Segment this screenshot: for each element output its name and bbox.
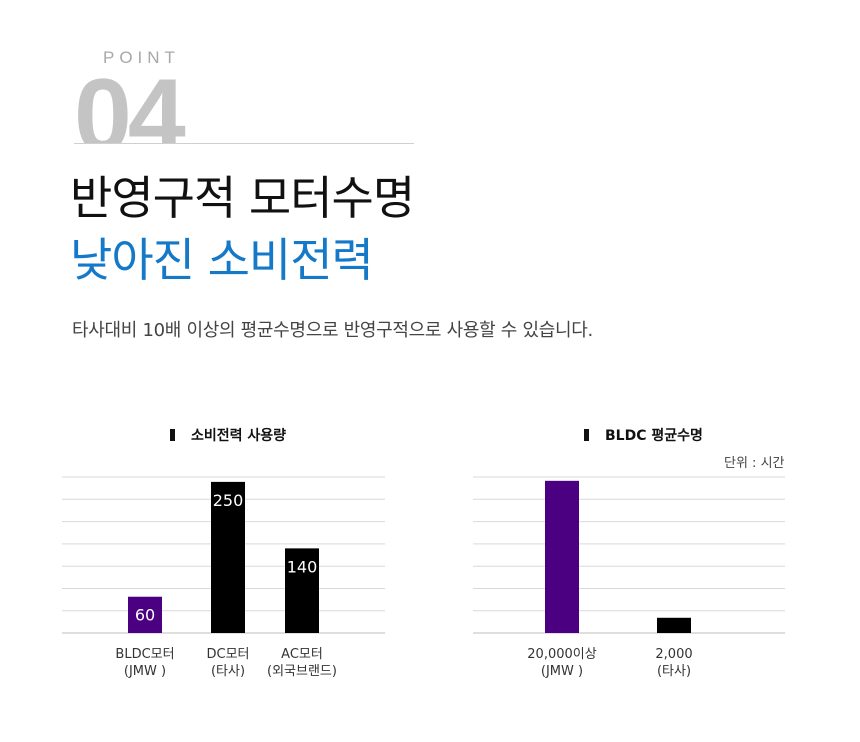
point-label: POINT (103, 48, 180, 67)
chart2-title-text: BLDC 평균수명 (605, 428, 703, 444)
chart2-category-sublabel: (JMW ) (541, 664, 583, 679)
chart2-bar (545, 480, 579, 633)
chart1-bar (211, 481, 245, 633)
chart2-title-marker (584, 429, 589, 441)
chart1-category-label: AC모터 (281, 647, 323, 662)
chart2-bar (657, 617, 691, 633)
chart1-category-label: DC모터 (206, 647, 249, 662)
point-number-wrap: 04 (74, 60, 234, 144)
chart1-category-sublabel: (JMW ) (124, 664, 166, 679)
chart2-title: BLDC 평균수명 (584, 425, 703, 445)
chart1-bar (128, 596, 162, 633)
headline-line1: 반영구적 모터수명 (70, 171, 415, 225)
chart2-category-label: 20,000이상 (527, 647, 596, 662)
chart1-data-label: 60 (135, 606, 155, 625)
title-divider (74, 143, 414, 144)
chart1-category-sublabel: (외국브랜드) (267, 664, 337, 679)
chart2-category-sublabel: (타사) (657, 664, 691, 679)
chart2-category-label: 2,000 (655, 647, 692, 662)
chart2-unit-label: 단위 : 시간 (724, 456, 785, 471)
chart1-category-sublabel: (타사) (211, 664, 245, 679)
chart1-title: 소비전력 사용량 (170, 425, 286, 445)
headline-line2: 낮아진 소비전력 (70, 233, 374, 287)
chart1-title-marker (170, 429, 175, 441)
chart1-bar (285, 548, 319, 633)
point-number: 04 (74, 60, 186, 144)
description: 타사대비 10배 이상의 평균수명으로 반영구적으로 사용할 수 있습니다. (72, 320, 593, 341)
chart1-data-label: 140 (287, 557, 318, 576)
chart1-title-text: 소비전력 사용량 (191, 428, 287, 444)
chart1-data-label: 250 (213, 491, 244, 510)
chart1-category-label: BLDC모터 (115, 647, 174, 662)
